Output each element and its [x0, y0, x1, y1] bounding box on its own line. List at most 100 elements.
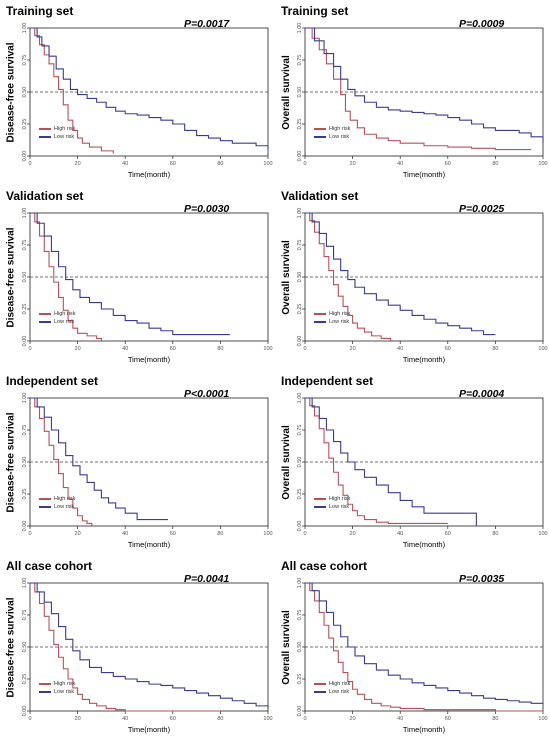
- legend-label: Low risk: [329, 689, 350, 695]
- x-axis-label: Time(month): [127, 355, 171, 364]
- legend-label: High risk: [54, 311, 76, 317]
- x-axis-label: Time(month): [127, 540, 171, 549]
- y-axis-label: Overall survival: [280, 609, 292, 685]
- y-tick-label: 0.75: [22, 425, 28, 436]
- p-value: P=0.0025: [459, 203, 505, 215]
- x-tick-label: 40: [122, 346, 128, 352]
- legend-item: Low risk: [314, 503, 350, 511]
- low-risk-curve: [30, 212, 230, 336]
- y-tick-label: 0.50: [297, 87, 303, 98]
- legend: High risk Low risk: [39, 680, 75, 696]
- legend: High risk Low risk: [39, 495, 75, 511]
- x-tick-label: 20: [350, 716, 356, 722]
- x-tick-label: 20: [75, 161, 81, 167]
- legend-swatch-low: [314, 691, 326, 693]
- legend-swatch-high: [39, 683, 51, 685]
- y-tick-label: 1.00: [22, 23, 28, 34]
- y-tick-label: 0.75: [297, 240, 303, 251]
- x-tick-label: 0: [303, 531, 306, 537]
- legend-swatch-high: [314, 313, 326, 315]
- y-axis-label: Overall survival: [280, 239, 292, 315]
- y-tick-label: 0.25: [297, 119, 303, 130]
- y-tick-label: 0.50: [297, 642, 303, 653]
- km-panel: 0.00 0.25 0.50 0.75 1.00 0 20 40 60 80 100 Validati…: [275, 185, 550, 370]
- x-tick-label: 80: [217, 716, 223, 722]
- legend-swatch-high: [314, 498, 326, 500]
- y-tick-label: 0.75: [297, 425, 303, 436]
- y-axis-label: Disease-free survival: [5, 596, 17, 698]
- legend-item: High risk: [314, 125, 350, 133]
- y-tick-label: 0.25: [297, 674, 303, 685]
- legend-item: Low risk: [39, 688, 75, 696]
- legend-item: High risk: [39, 125, 75, 133]
- x-tick-label: 0: [303, 161, 306, 167]
- x-tick-label: 40: [122, 531, 128, 537]
- km-plot-area: 0.00 0.25 0.50 0.75 1.00 0 20 40 60 80 100: [22, 578, 273, 722]
- y-axis-label: Disease-free survival: [5, 411, 17, 513]
- km-panel: 0.00 0.25 0.50 0.75 1.00 0 20 40 60 80 100 Training…: [275, 0, 550, 185]
- x-tick-label: 60: [445, 346, 451, 352]
- y-tick-label: 0.75: [22, 240, 28, 251]
- high-risk-curve: [305, 27, 532, 151]
- x-tick-label: 0: [28, 716, 31, 722]
- legend-item: High risk: [314, 680, 350, 688]
- y-axis-label: Disease-free survival: [5, 226, 17, 328]
- y-tick-label: 0.00: [22, 521, 28, 532]
- legend-label: High risk: [54, 496, 76, 502]
- y-tick-label: 0.00: [22, 151, 28, 162]
- legend-item: Low risk: [39, 503, 75, 511]
- x-tick-label: 100: [538, 531, 547, 537]
- km-plot-area: 0.00 0.25 0.50 0.75 1.00 0 20 40 60 80 100: [22, 208, 273, 352]
- x-tick-label: 80: [217, 346, 223, 352]
- legend-swatch-low: [39, 136, 51, 138]
- legend: High risk Low risk: [314, 310, 350, 326]
- x-tick-label: 60: [170, 346, 176, 352]
- y-axis-label-box: Overall survival: [277, 583, 295, 711]
- p-value: P=0.0004: [459, 388, 505, 400]
- x-tick-label: 40: [397, 716, 403, 722]
- x-tick-label: 20: [350, 346, 356, 352]
- y-tick-label: 0.00: [22, 706, 28, 717]
- x-tick-label: 20: [75, 716, 81, 722]
- legend: High risk Low risk: [314, 680, 350, 696]
- y-axis-label-box: Disease-free survival: [2, 213, 20, 341]
- legend-swatch-high: [314, 128, 326, 130]
- x-tick-label: 0: [303, 716, 306, 722]
- panel-title: All case cohort: [281, 559, 368, 573]
- y-axis-label: Overall survival: [280, 424, 292, 500]
- legend-swatch-high: [314, 683, 326, 685]
- legend: High risk Low risk: [314, 495, 350, 511]
- x-tick-label: 20: [75, 346, 81, 352]
- legend-item: High risk: [39, 495, 75, 503]
- x-tick-label: 100: [263, 161, 272, 167]
- legend-swatch-high: [39, 498, 51, 500]
- x-tick-label: 40: [122, 161, 128, 167]
- panel-title: Training set: [6, 4, 74, 18]
- x-tick-label: 20: [350, 531, 356, 537]
- high-risk-curve: [30, 582, 221, 712]
- legend-item: Low risk: [39, 318, 75, 326]
- x-axis-label: Time(month): [402, 540, 446, 549]
- x-tick-label: 80: [492, 346, 498, 352]
- x-tick-label: 80: [217, 531, 223, 537]
- legend-swatch-low: [314, 506, 326, 508]
- x-tick-label: 60: [445, 161, 451, 167]
- x-axis-label: Time(month): [402, 725, 446, 734]
- low-risk-curve: [305, 212, 496, 336]
- legend-label: High risk: [54, 126, 76, 132]
- y-tick-label: 1.00: [297, 23, 303, 34]
- y-tick-label: 0.25: [22, 304, 28, 315]
- y-tick-label: 0.25: [22, 489, 28, 500]
- p-value: P=0.0030: [184, 203, 230, 215]
- y-tick-label: 0.00: [297, 336, 303, 347]
- y-tick-label: 0.25: [22, 119, 28, 130]
- km-panel: 0.00 0.25 0.50 0.75 1.00 0 20 40 60 80 100 Training…: [0, 0, 275, 185]
- low-risk-curve: [305, 397, 477, 526]
- y-tick-label: 1.00: [22, 393, 28, 404]
- y-tick-label: 1.00: [297, 393, 303, 404]
- panel-title: Independent set: [281, 374, 374, 388]
- x-tick-label: 100: [263, 346, 272, 352]
- legend-label: Low risk: [54, 319, 75, 325]
- p-value: P=0.0041: [184, 573, 230, 585]
